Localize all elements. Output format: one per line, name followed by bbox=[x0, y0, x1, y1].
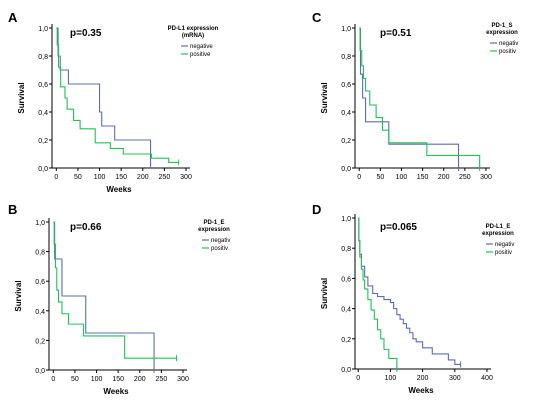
x-tick-label: 200 bbox=[417, 375, 429, 382]
y-tick-label: 0,6 bbox=[341, 82, 351, 89]
p-value: p=0.065 bbox=[380, 222, 417, 233]
survival-curve-negativ bbox=[359, 27, 460, 168]
x-tick-label: 0 bbox=[51, 376, 55, 383]
y-tick-label: 0,4 bbox=[35, 309, 45, 316]
survival-curve-negativ bbox=[358, 217, 461, 366]
legend-label-positiv: positiv bbox=[495, 250, 512, 256]
p-value: p=0.35 bbox=[70, 28, 102, 39]
y-tick-label: 1,0 bbox=[35, 220, 45, 227]
x-tick-label: 200 bbox=[438, 174, 450, 181]
x-tick-label: 0 bbox=[54, 174, 58, 181]
legend-label-negativ: negativ bbox=[499, 41, 518, 47]
legend-label-positiv: positiv bbox=[499, 49, 516, 55]
km-panel-c: C 0,0 0,2 0,4 0,6 0,8 1,0 0 50 100 150 200 250 300 Sur… bbox=[312, 10, 518, 181]
y-tick-label: 0,2 bbox=[35, 338, 45, 345]
y-tick-label: 0,4 bbox=[38, 110, 48, 117]
survival-curve-negativ bbox=[53, 221, 155, 370]
y-tick-label: 0,6 bbox=[38, 82, 48, 89]
legend-title: PD-L1 expression bbox=[168, 26, 219, 32]
y-tick-label: 1,0 bbox=[341, 26, 351, 33]
y-tick-label: 0,8 bbox=[35, 250, 45, 257]
x-tick-label: 100 bbox=[91, 376, 103, 383]
y-tick-label: 0,0 bbox=[35, 368, 45, 375]
x-tick-label: 0 bbox=[356, 375, 360, 382]
p-value: p=0.51 bbox=[380, 28, 412, 39]
y-tick-label: 0,8 bbox=[341, 246, 351, 253]
x-tick-label: 50 bbox=[71, 376, 79, 383]
y-tick-label: 1,0 bbox=[38, 26, 48, 33]
legend-label-negativ: negativ bbox=[495, 242, 514, 248]
legend-title: expression bbox=[482, 231, 514, 237]
x-tick-label: 150 bbox=[417, 174, 429, 181]
legend-title: PD-L1_E bbox=[486, 224, 511, 230]
y-axis-title: Survival bbox=[17, 82, 26, 113]
x-tick-label: 300 bbox=[449, 375, 461, 382]
x-axis-title: Weeks bbox=[103, 387, 129, 396]
x-tick-label: 200 bbox=[137, 174, 149, 181]
y-tick-label: 0,0 bbox=[341, 166, 351, 173]
panel-label: B bbox=[8, 202, 17, 217]
y-tick-label: 0,2 bbox=[341, 337, 351, 344]
p-value: p=0.66 bbox=[70, 222, 102, 233]
x-tick-label: 100 bbox=[94, 174, 106, 181]
y-axis-title: Survival bbox=[320, 278, 329, 309]
km-panel-b: B 0,0 0,2 0,4 0,6 0,8 1,0 0 50 100 150 200 250 300 Wee… bbox=[8, 202, 230, 396]
survival-curve-positiv bbox=[53, 221, 177, 359]
legend-title: expression bbox=[486, 30, 518, 36]
survival-curve-negative bbox=[56, 27, 152, 166]
legend-label-negative: negative bbox=[190, 44, 213, 50]
survival-curve-positive bbox=[56, 27, 179, 163]
y-tick-label: 0,2 bbox=[38, 138, 48, 145]
x-tick-label: 200 bbox=[134, 376, 146, 383]
x-tick-label: 300 bbox=[480, 174, 492, 181]
x-tick-label: 50 bbox=[74, 174, 82, 181]
survival-curve-positiv bbox=[358, 217, 398, 369]
x-tick-label: 300 bbox=[180, 174, 192, 181]
y-axis-title: Survival bbox=[14, 280, 23, 311]
y-axis-title: Survival bbox=[320, 82, 329, 113]
y-tick-label: 0,0 bbox=[341, 367, 351, 374]
legend-title: (mRNA) bbox=[182, 33, 204, 39]
x-tick-label: 300 bbox=[177, 376, 189, 383]
y-tick-label: 1,0 bbox=[341, 216, 351, 223]
x-tick-label: 50 bbox=[376, 174, 384, 181]
y-tick-label: 0,8 bbox=[341, 54, 351, 61]
x-tick-label: 100 bbox=[396, 174, 408, 181]
x-tick-label: 400 bbox=[481, 375, 493, 382]
panel-label: D bbox=[312, 202, 321, 217]
x-axis-title: Weeks bbox=[106, 185, 132, 194]
legend-title: expression bbox=[198, 227, 230, 233]
x-tick-label: 250 bbox=[159, 174, 171, 181]
legend: PD-L1 expression(mRNA) negative positive bbox=[168, 26, 219, 58]
x-tick-label: 250 bbox=[459, 174, 471, 181]
legend-title: PD-1_S bbox=[491, 23, 512, 29]
x-tick-label: 250 bbox=[156, 376, 168, 383]
y-tick-label: 0,6 bbox=[341, 276, 351, 283]
legend-label-negativ: negativ bbox=[211, 238, 230, 244]
legend-label-positive: positive bbox=[190, 52, 211, 58]
panel-label: C bbox=[312, 10, 322, 25]
legend-label-positiv: positiv bbox=[211, 246, 228, 252]
km-panel-a: A 0,0 0,2 0,4 0,6 0,8 1,0 0 50 100 150 200 250 300 Wee… bbox=[8, 10, 219, 194]
x-tick-label: 150 bbox=[115, 174, 127, 181]
y-tick-label: 0,2 bbox=[341, 138, 351, 145]
y-tick-label: 0,4 bbox=[341, 110, 351, 117]
y-tick-label: 0,6 bbox=[35, 279, 45, 286]
y-tick-label: 0,4 bbox=[341, 307, 351, 314]
x-tick-label: 150 bbox=[112, 376, 124, 383]
panel-label: A bbox=[8, 10, 18, 25]
x-tick-label: 0 bbox=[357, 174, 361, 181]
x-axis-title: Weeks bbox=[408, 386, 434, 395]
legend-title: PD-1_E bbox=[203, 220, 224, 226]
km-panel-d: D 0,0 0,2 0,4 0,6 0,8 1,0 0 100 200 300 400 Weeks Sur… bbox=[312, 202, 514, 395]
y-tick-label: 0,8 bbox=[38, 54, 48, 61]
survival-curve-positiv bbox=[359, 27, 481, 168]
x-tick-label: 100 bbox=[385, 375, 397, 382]
y-tick-label: 0,0 bbox=[38, 166, 48, 173]
